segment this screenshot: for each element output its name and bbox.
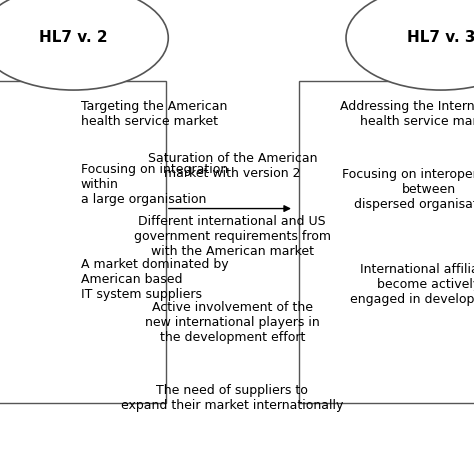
Text: HL7 v. 3: HL7 v. 3: [407, 30, 474, 46]
Text: Active involvement of the
new international players in
the development effort: Active involvement of the new internatio…: [145, 301, 319, 344]
Bar: [299, 81, 474, 403]
Text: Addressing the International
health service market: Addressing the International health serv…: [340, 100, 474, 128]
Ellipse shape: [346, 0, 474, 90]
Text: Targeting the American
health service market: Targeting the American health service ma…: [81, 100, 227, 128]
Text: Focusing on integration
within
a large organisation: Focusing on integration within a large o…: [81, 164, 228, 206]
Text: The need of suppliers to
expand their market internationally: The need of suppliers to expand their ma…: [121, 384, 344, 412]
Text: Focusing on interoperability
between
dispersed organisations: Focusing on interoperability between dis…: [342, 168, 474, 211]
Ellipse shape: [0, 0, 168, 90]
Text: International affiliates
become actively
engaged in development: International affiliates become actively…: [350, 263, 474, 306]
Text: A market dominated by
American based
IT system suppliers: A market dominated by American based IT …: [81, 258, 228, 301]
Bar: [0, 81, 166, 403]
Text: Saturation of the American
market with version 2: Saturation of the American market with v…: [147, 152, 317, 180]
Text: HL7 v. 2: HL7 v. 2: [39, 30, 108, 46]
Text: Different international and US
government requirements from
with the American ma: Different international and US governmen…: [134, 216, 331, 258]
